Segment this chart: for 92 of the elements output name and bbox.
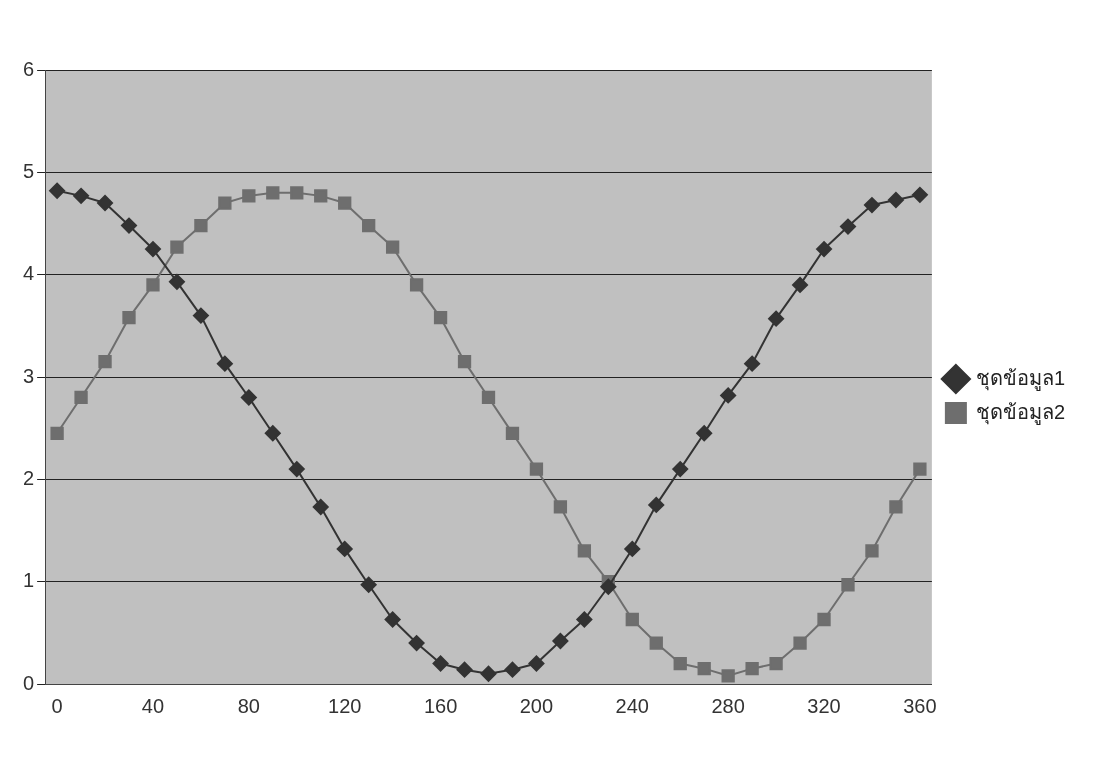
x-tick-label: 360 (903, 694, 937, 717)
point (336, 540, 353, 557)
point (744, 355, 761, 372)
point (816, 241, 833, 258)
x-tick-label: 200 (519, 694, 554, 717)
point (887, 191, 904, 208)
point (312, 498, 329, 515)
point (889, 500, 903, 514)
point (266, 186, 280, 200)
point (817, 612, 831, 627)
y-tick-label: 5 (23, 159, 35, 182)
point (456, 661, 473, 678)
point (457, 354, 472, 369)
point (362, 218, 376, 233)
point (529, 462, 544, 476)
point (74, 390, 88, 405)
point (600, 578, 617, 595)
point (338, 196, 352, 210)
point (314, 189, 328, 203)
point (696, 425, 713, 442)
point (144, 241, 161, 258)
point (168, 273, 185, 290)
point (290, 186, 304, 200)
point (672, 461, 689, 478)
point (192, 307, 209, 324)
point (721, 669, 735, 683)
point (649, 636, 663, 650)
y-tick-label: 3 (23, 364, 35, 387)
point (697, 661, 711, 676)
x-tick-label: 240 (615, 694, 649, 717)
x-tick-label: 280 (711, 694, 745, 717)
point (409, 278, 424, 292)
point (481, 390, 496, 405)
point (745, 661, 759, 676)
point (673, 656, 687, 671)
point (863, 197, 880, 214)
x-tick-label: 160 (423, 694, 458, 717)
point (577, 544, 592, 558)
point (408, 635, 425, 652)
point (242, 189, 256, 203)
point (576, 611, 593, 628)
y-tick-label: 0 (23, 671, 35, 694)
legend-label: ชุดข้อมูล2 (975, 400, 1065, 425)
y-tick-label: 2 (23, 466, 35, 489)
point (720, 387, 737, 404)
point (432, 655, 449, 672)
y-tick-label: 4 (23, 262, 35, 285)
point (769, 656, 783, 671)
point (50, 426, 64, 440)
point (792, 276, 809, 293)
y-tick-label: 6 (23, 57, 35, 80)
point (73, 187, 90, 204)
point (504, 661, 521, 678)
point (911, 186, 928, 203)
point (146, 278, 160, 292)
x-tick-label: 80 (237, 694, 260, 717)
x-tick-label: 0 (51, 694, 63, 717)
point (384, 611, 401, 628)
point (433, 310, 448, 325)
point (97, 195, 114, 212)
point (264, 425, 281, 442)
x-tick-label: 40 (141, 694, 165, 717)
point (528, 655, 545, 672)
point (170, 240, 184, 254)
point (122, 310, 136, 325)
point (385, 240, 400, 254)
y-tick-label: 1 (23, 569, 35, 592)
point (865, 544, 879, 558)
point (624, 540, 641, 557)
point (216, 355, 233, 372)
point (913, 462, 927, 476)
point (49, 182, 66, 199)
point (840, 218, 856, 235)
point (552, 633, 569, 650)
legend-label: ชุดข้อมูล1 (975, 366, 1065, 391)
point (648, 496, 665, 513)
point (194, 218, 208, 233)
point (288, 461, 305, 478)
point (841, 578, 855, 592)
point (218, 196, 232, 210)
point (505, 426, 520, 440)
point (240, 389, 257, 406)
point (625, 612, 639, 627)
point (793, 636, 807, 650)
point (98, 354, 112, 369)
point (121, 217, 138, 234)
point (360, 576, 377, 593)
x-tick-label: 320 (807, 694, 841, 717)
point (768, 310, 785, 327)
point (553, 500, 568, 514)
point (480, 665, 497, 682)
x-tick-label: 120 (328, 694, 362, 717)
